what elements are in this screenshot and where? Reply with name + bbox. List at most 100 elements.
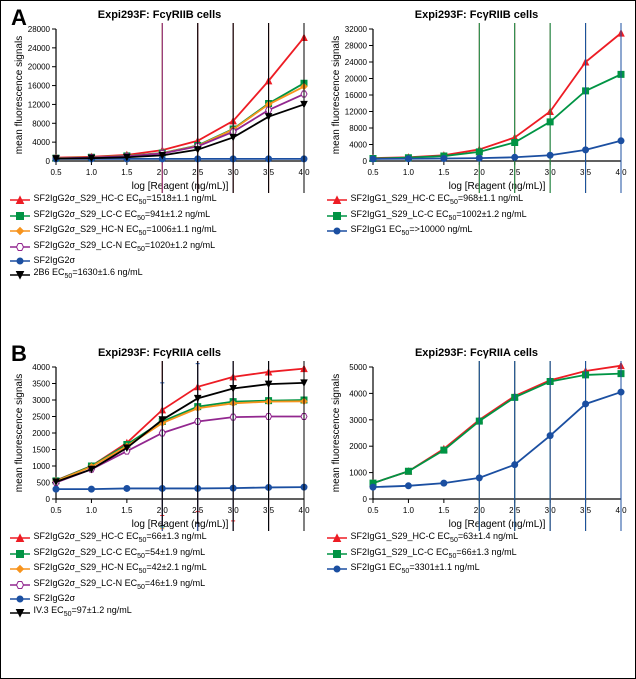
legend-label: SF2IgG1_S29_HC-C EC50=968±1.1 ng/mL (351, 193, 524, 208)
row-b: Expi293F: FcγRIIA cells 0 500 1000 1500 2000… (1, 347, 635, 621)
legend-item: SF2IgG2σ_S29_HC-C EC50=1518±1.1 ng/mL (10, 193, 310, 208)
legend-item: SF2IgG1_S29_LC-C EC50=1002±1.2 ng/mL (327, 209, 627, 224)
legend-swatch (327, 227, 347, 235)
svg-text:3000: 3000 (349, 416, 367, 425)
legend-item: SF2IgG2σ_S29_HC-N EC50=1006±1.1 ng/mL (10, 224, 310, 239)
legend-label: SF2IgG2σ (34, 255, 76, 266)
svg-text:1000: 1000 (32, 462, 50, 471)
svg-text:16000: 16000 (344, 91, 367, 100)
svg-text:500: 500 (36, 479, 50, 488)
legend-label: SF2IgG1 EC50=3301±1.1 ng/mL (351, 562, 480, 577)
svg-text:1.5: 1.5 (121, 168, 133, 177)
legend-swatch (10, 227, 30, 235)
svg-text:1.5: 1.5 (438, 168, 450, 177)
row-a: Expi293F: FcγRIIB cells 0 4000 8000 12000 16… (1, 9, 635, 283)
svg-text:1500: 1500 (32, 446, 50, 455)
legend-label: SF2IgG2σ_S29_HC-N EC50=42±2.1 ng/mL (34, 562, 207, 577)
legend-label: SF2IgG2σ (34, 593, 76, 604)
legend-item: SF2IgG2σ_S29_LC-N EC50=1020±1.2 ng/mL (10, 240, 310, 255)
chart-b-left-block: Expi293F: FcγRIIA cells 0500100015002000… (10, 347, 310, 621)
legend-label: SF2IgG1_S29_LC-C EC50=66±1.3 ng/mL (351, 547, 517, 562)
svg-text:24000: 24000 (27, 44, 50, 53)
legend-label: SF2IgG1_S29_HC-C EC50=63±1.4 ng/mL (351, 531, 519, 546)
svg-text:log [Reagent (ng/mL)]: log [Reagent (ng/mL)] (448, 181, 545, 192)
legend-swatch (327, 196, 347, 204)
chart-b-right-block: Expi293F: FcγRIIA cells 0 1000 2000 3000 400… (327, 347, 627, 621)
svg-text:3500: 3500 (32, 380, 50, 389)
legend-swatch (10, 581, 30, 589)
legend-swatch (10, 609, 30, 617)
svg-text:5000: 5000 (349, 363, 367, 372)
svg-text:log [Reagent (ng/mL)]: log [Reagent (ng/mL)] (448, 519, 545, 530)
svg-text:0: 0 (362, 495, 367, 504)
chart-a-right: 0400080001200016000200002400028000320000… (327, 23, 627, 193)
svg-text:0: 0 (45, 495, 50, 504)
legend-swatch (10, 212, 30, 220)
svg-text:mean fluorescence signals: mean fluorescence signals (14, 374, 25, 492)
chart-a-right-block: Expi293F: FcγRIIB cells 0400080001200016… (327, 9, 627, 283)
legend-label: SF2IgG1 EC50=>10000 ng/mL (351, 224, 473, 239)
legend-b-right: SF2IgG1_S29_HC-C EC50=63±1.4 ng/mLSF2IgG… (327, 531, 627, 577)
legend-item: SF2IgG2σ_S29_LC-C EC50=54±1.9 ng/mL (10, 547, 310, 562)
legend-swatch (327, 550, 347, 558)
legend-label: SF2IgG2σ_S29_HC-N EC50=1006±1.1 ng/mL (34, 224, 217, 239)
svg-text:1.0: 1.0 (402, 506, 414, 515)
svg-text:4000: 4000 (349, 389, 367, 398)
legend-swatch (327, 212, 347, 220)
svg-text:24000: 24000 (344, 58, 367, 67)
svg-text:4000: 4000 (32, 363, 50, 372)
legend-label: 2B6 EC50=1630±1.6 ng/mL (34, 267, 143, 282)
svg-text:1.0: 1.0 (85, 168, 97, 177)
svg-text:log [Reagent (ng/mL)]: log [Reagent (ng/mL)] (131, 181, 228, 192)
svg-text:1000: 1000 (349, 469, 367, 478)
svg-text:0.5: 0.5 (367, 506, 379, 515)
svg-text:mean fluorescence signals: mean fluorescence signals (331, 374, 342, 492)
legend-a-right: SF2IgG1_S29_HC-C EC50=968±1.1 ng/mLSF2Ig… (327, 193, 627, 239)
legend-swatch (10, 534, 30, 542)
svg-text:32000: 32000 (344, 25, 367, 34)
chart-b-left: 050010001500200025003000350040000.51.01.… (10, 361, 310, 531)
legend-swatch (327, 534, 347, 542)
svg-text:12000: 12000 (27, 100, 50, 109)
legend-item: 2B6 EC50=1630±1.6 ng/mL (10, 267, 310, 282)
legend-item: SF2IgG2σ (10, 255, 310, 266)
svg-text:12000: 12000 (344, 108, 367, 117)
legend-swatch (10, 243, 30, 251)
legend-label: SF2IgG1_S29_LC-C EC50=1002±1.2 ng/mL (351, 209, 527, 224)
svg-text:0: 0 (45, 157, 50, 166)
svg-text:1.5: 1.5 (121, 506, 133, 515)
legend-a-left: SF2IgG2σ_S29_HC-C EC50=1518±1.1 ng/mLSF2… (10, 193, 310, 282)
legend-swatch (10, 257, 30, 265)
legend-swatch (10, 271, 30, 279)
svg-text:4000: 4000 (349, 141, 367, 150)
svg-text:8000: 8000 (32, 119, 50, 128)
chart-a-left-title: Expi293F: FcγRIIB cells (10, 9, 310, 21)
chart-b-right-title: Expi293F: FcγRIIA cells (327, 347, 627, 359)
legend-label: IV.3 EC50=97±1.2 ng/mL (34, 605, 132, 620)
legend-swatch (10, 196, 30, 204)
figure-page: { "global": { "x_label": "log [Reagent (… (0, 0, 636, 679)
legend-label: SF2IgG2σ_S29_LC-C EC50=941±1.2 ng/mL (34, 209, 211, 224)
svg-text:1.5: 1.5 (438, 506, 450, 515)
svg-text:0.5: 0.5 (367, 168, 379, 177)
legend-item: SF2IgG2σ_S29_HC-C EC50=66±1.3 ng/mL (10, 531, 310, 546)
svg-text:2500: 2500 (32, 413, 50, 422)
legend-item: SF2IgG1 EC50=3301±1.1 ng/mL (327, 562, 627, 577)
svg-text:4000: 4000 (32, 138, 50, 147)
svg-text:2000: 2000 (349, 442, 367, 451)
svg-text:16000: 16000 (27, 82, 50, 91)
svg-text:0.5: 0.5 (50, 168, 62, 177)
svg-text:28000: 28000 (27, 25, 50, 34)
legend-item: IV.3 EC50=97±1.2 ng/mL (10, 605, 310, 620)
svg-text:log [Reagent (ng/mL)]: log [Reagent (ng/mL)] (131, 519, 228, 530)
legend-swatch (10, 565, 30, 573)
legend-item: SF2IgG1_S29_HC-C EC50=63±1.4 ng/mL (327, 531, 627, 546)
legend-label: SF2IgG2σ_S29_HC-C EC50=66±1.3 ng/mL (34, 531, 207, 546)
legend-b-left: SF2IgG2σ_S29_HC-C EC50=66±1.3 ng/mLSF2Ig… (10, 531, 310, 620)
legend-swatch (10, 550, 30, 558)
svg-text:mean fluorescence signals: mean fluorescence signals (14, 36, 25, 154)
legend-item: SF2IgG2σ_S29_LC-C EC50=941±1.2 ng/mL (10, 209, 310, 224)
svg-text:1.0: 1.0 (402, 168, 414, 177)
svg-text:0: 0 (362, 157, 367, 166)
svg-text:28000: 28000 (344, 42, 367, 51)
